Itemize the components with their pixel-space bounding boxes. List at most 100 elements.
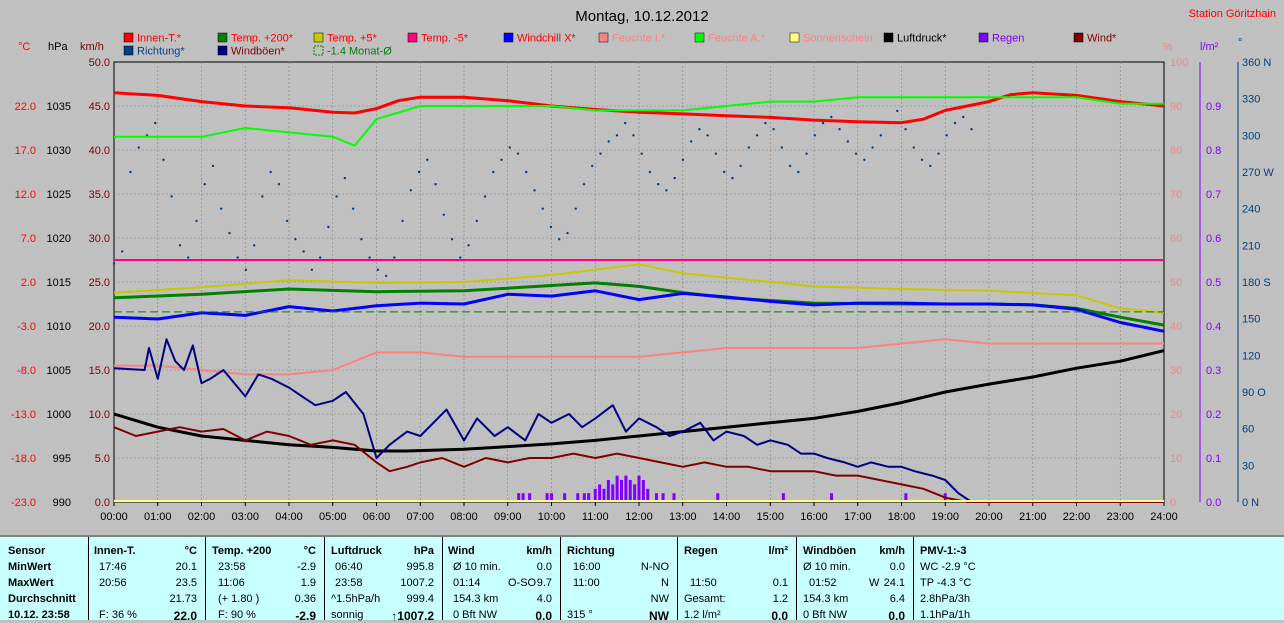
direction-point [648,170,652,174]
pmv-row: TP -4.3 °C [920,577,972,589]
series-line [113,349,1165,453]
direction-point [211,164,215,168]
legend-swatch [123,32,134,43]
direction-point [475,219,478,223]
direction-point [154,121,157,125]
humidity-tick-label: 90 [1170,101,1182,113]
x-tick-label: 13:00 [669,511,697,523]
pmv-row: WC -2.9 °C [920,561,976,573]
direction-point [904,128,907,131]
wind-dir: O-SO [508,577,537,589]
legend-label: -1.4 Monat-Ø [327,46,392,58]
direction-point [541,207,544,210]
x-tick-label: 06:00 [363,511,391,523]
legend-swatch [313,32,324,43]
wind-tick-label: 10.0 [89,409,110,421]
temp-tick-label: 12.0 [15,189,36,201]
series-line [113,426,1164,503]
x-tick-label: 17:00 [844,511,872,523]
series-line [113,338,1164,503]
col-richtung: Richtung 16:00 N-NO 11:00 N NW 315 ° NW [561,537,678,623]
temp-tick-label: -18.0 [11,453,36,465]
direction-point [351,207,355,210]
series-line [113,91,1165,125]
x-tick-label: 02:00 [188,511,216,523]
x-tick-label: 18:00 [888,511,916,523]
direction-point [615,134,619,137]
direction-point [261,195,264,198]
rain-bar [641,480,645,502]
direction-point [203,183,206,186]
wind-label: 01:14 [453,577,481,589]
direction-point [450,238,454,241]
direction-point [689,140,693,143]
luftdruck-time: 06:40 [335,561,363,573]
rain-bar [602,488,606,502]
direction-point [945,134,948,137]
series-line [113,289,1165,333]
col-wind: Wind km/h Ø 10 min. 0.0 01:14 O-SO 9.7 154.3… [443,537,561,623]
temp200-time: F: 90 % [218,609,256,621]
sensor-row: MinWert [8,561,52,573]
windboeen-label: 154.3 km [803,593,849,605]
direction-point [821,121,825,125]
legend-swatch [217,45,228,56]
weather-chart: Montag, 10.12.2012 Station Göritzhain In… [11,8,1276,523]
legend-label: Temp. -5* [421,33,469,45]
legend-label: Wind* [1087,33,1117,45]
direction-point [187,256,190,259]
direction-point [962,115,965,119]
wind-label: 0 Bft NW [453,609,498,621]
x-tick-label: 12:00 [625,511,653,523]
direction-tick-label: 150 [1242,314,1260,326]
direction-point [624,121,627,125]
direction-point [846,140,850,143]
humidity-tick-label: 10 [1170,453,1182,465]
direction-point [112,262,116,265]
temp200-time: 23:58 [218,561,246,573]
direction-point [722,170,726,174]
direction-point [681,158,685,161]
direction-point [632,134,635,137]
wind-head: Wind [448,545,475,557]
direction-point [764,121,767,125]
x-tick-label: 11:00 [582,511,609,523]
pressure-tick-label: 1025 [47,189,71,201]
temp-tick-label: -3.0 [17,321,36,333]
rain-bars [517,475,947,502]
direction-point [426,158,429,161]
rain-bar [598,484,602,502]
col-sensor: Sensor MinWert MaxWert Durchschnitt 10.1… [0,537,89,621]
direction-point [813,134,817,137]
direction-point [920,158,924,161]
wind-tick-label: 15.0 [89,365,110,377]
windboeen-value: 6.4 [889,593,905,605]
innen-value: 20.1 [175,561,197,573]
x-tick-label: 09:00 [494,511,522,523]
rain-bar [716,493,720,502]
direction-point [591,164,594,168]
rain-bar [830,493,833,502]
direction-point [401,219,404,223]
pressure-tick-label: 1030 [47,145,71,157]
x-tick-label: 05:00 [319,511,347,523]
richtung-value: NW [650,593,669,605]
direction-point [780,146,784,149]
temp-unit: °C [18,41,30,53]
temp200-value: 1.9 [300,577,316,589]
innen-current: 22.0 [173,609,197,623]
legend: Innen-T.* Temp. +200* Temp. +5* Temp. -5* Wi… [123,32,1117,58]
temp-tick-label: 22.0 [15,101,36,113]
direction-point [838,128,841,131]
rain-bar [904,493,908,502]
direction-point [739,164,742,168]
direction-tick-label: 60 [1242,424,1254,436]
legend-label: Temp. +5* [327,33,378,45]
direction-point [516,152,520,155]
wind-tick-label: 40.0 [89,145,110,157]
rain-bar [615,475,619,502]
x-tick-label: 03:00 [231,511,259,523]
x-tick-label: 15:00 [756,511,784,523]
rain-tick-label: 0.7 [1206,189,1221,201]
direction-point [170,195,173,198]
